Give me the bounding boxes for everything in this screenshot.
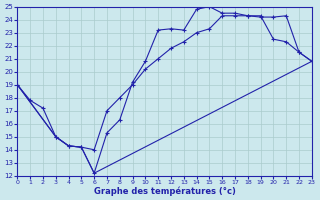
X-axis label: Graphe des températures (°c): Graphe des températures (°c) <box>94 186 236 196</box>
